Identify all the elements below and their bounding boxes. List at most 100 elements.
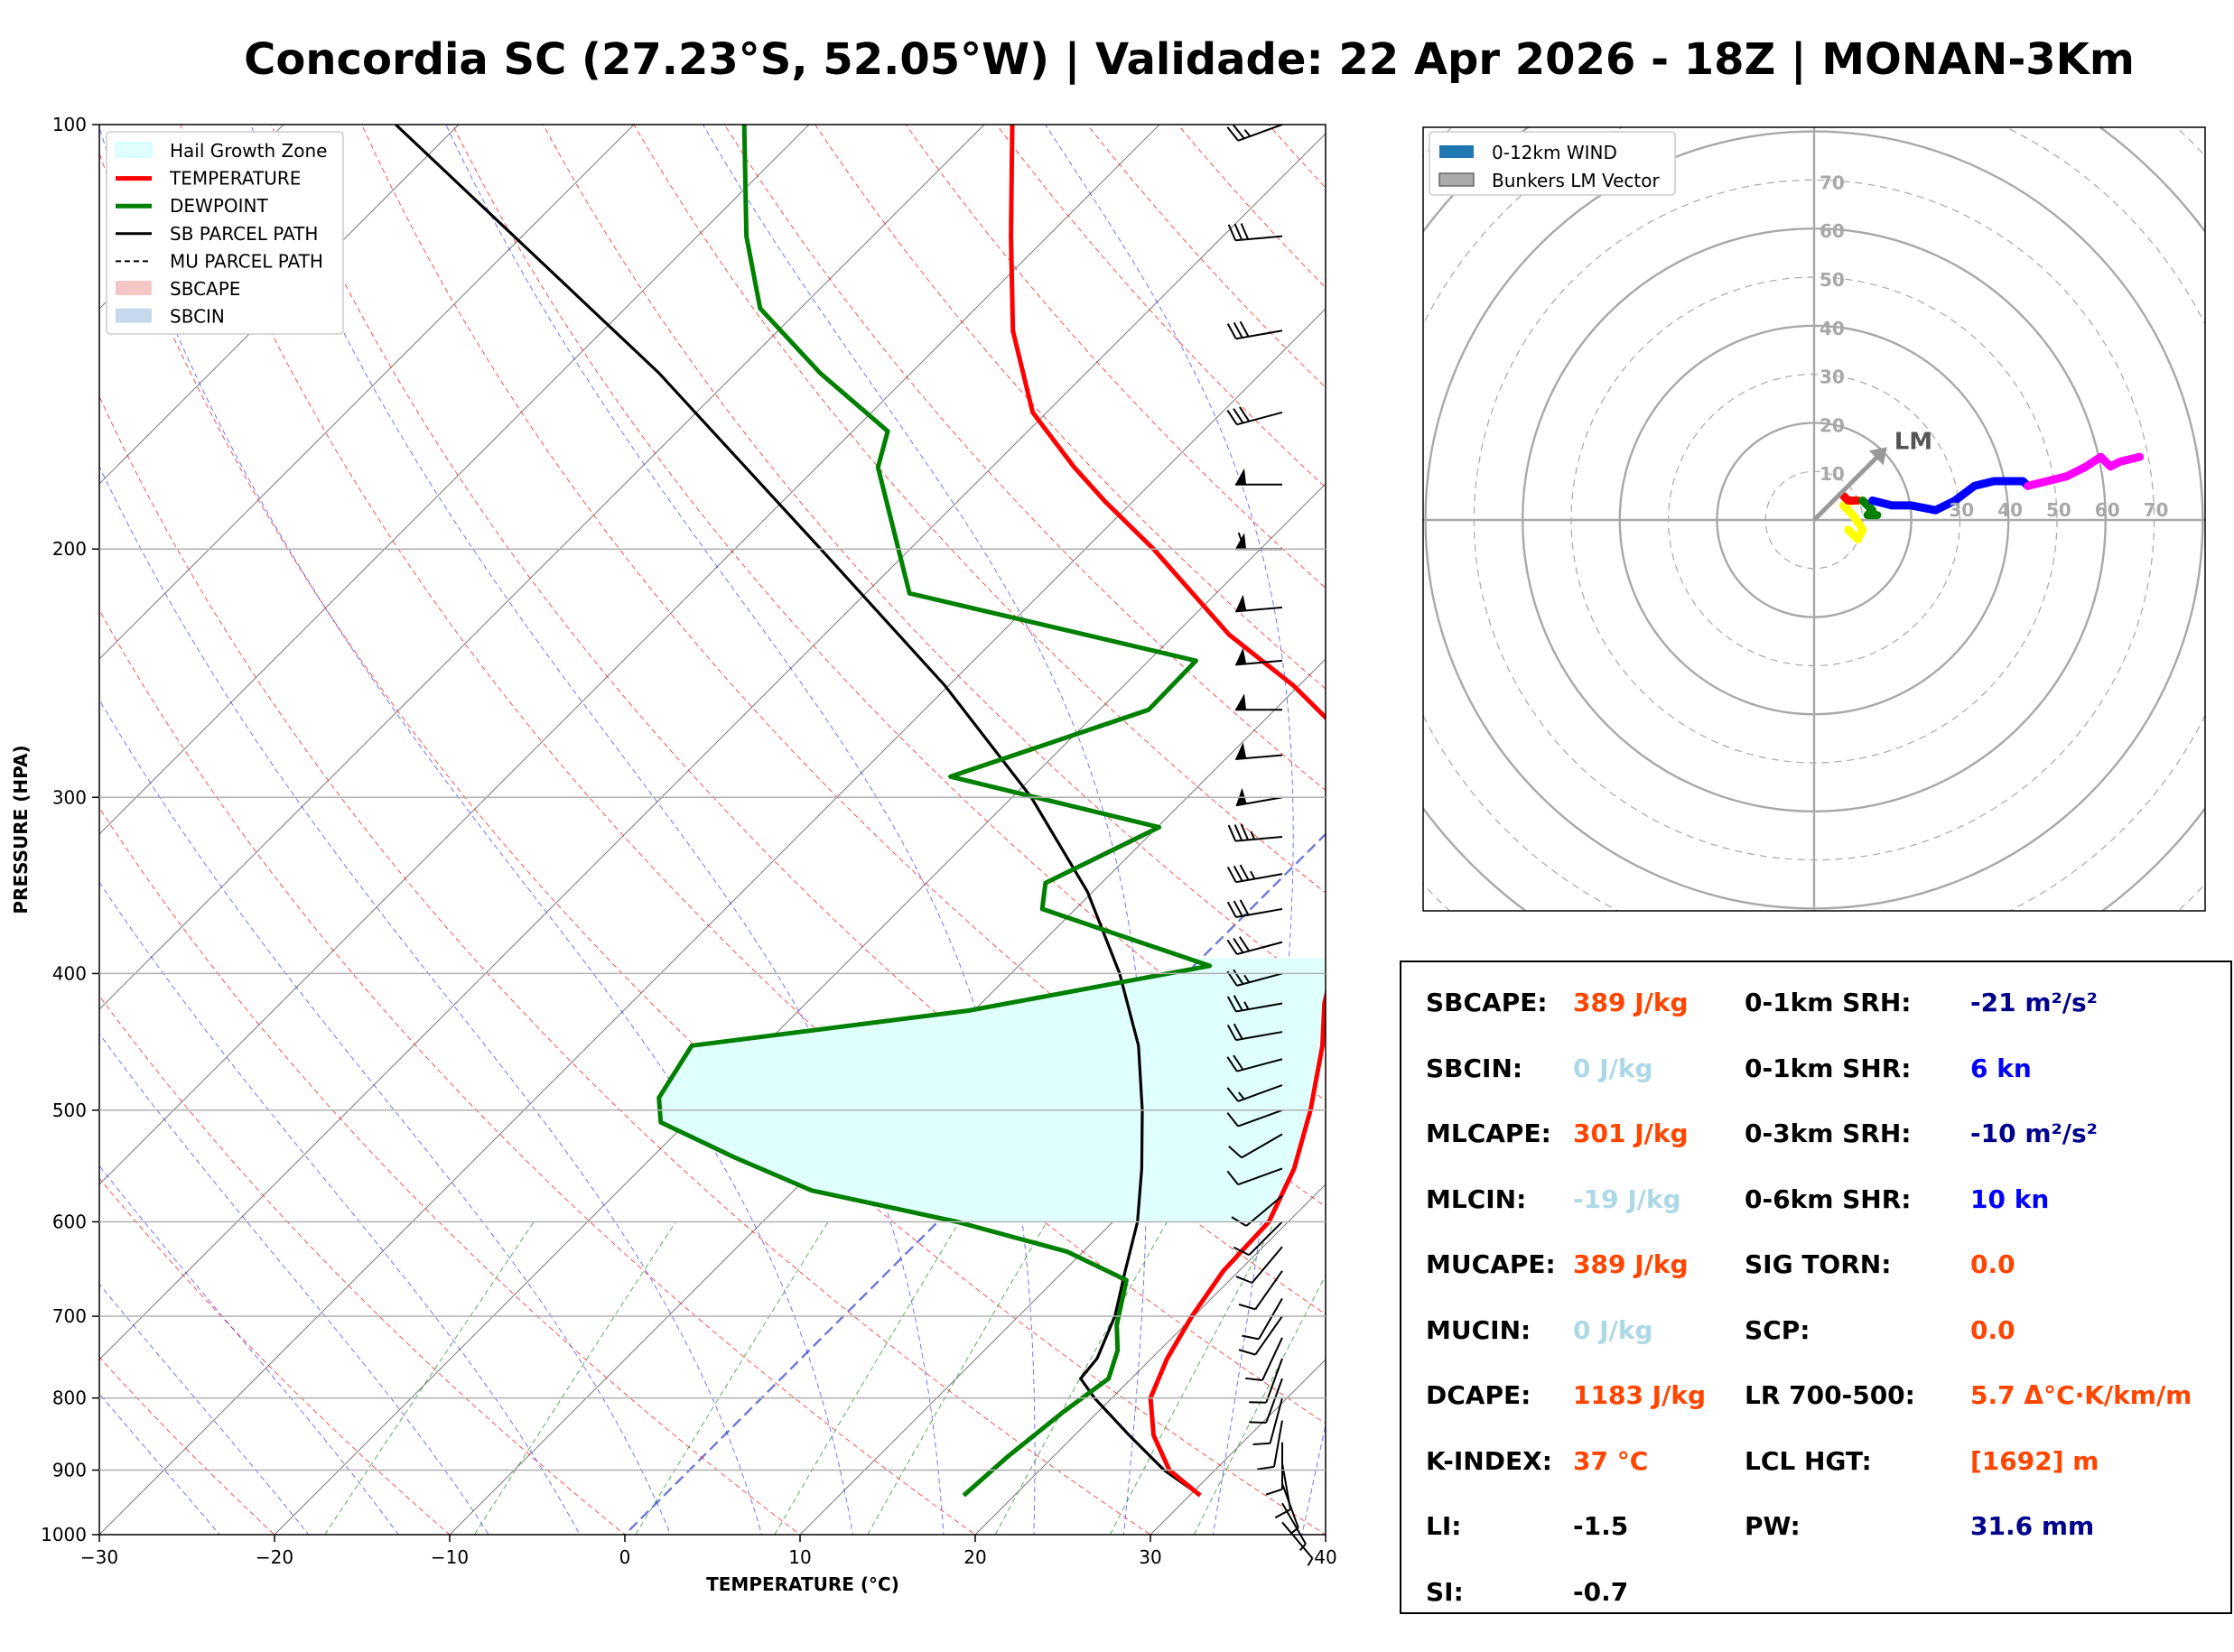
wind-barb — [1245, 1337, 1283, 1381]
wind-barb — [1226, 936, 1283, 956]
hodo-plot-area — [1231, 0, 2234, 1103]
y-tick-label: 900 — [52, 1460, 87, 1481]
x-axis-label: TEMPERATURE (°C) — [706, 1573, 899, 1595]
wind-barb — [1235, 1246, 1283, 1284]
hodo-wind-segment — [1868, 477, 2033, 515]
wind-barb — [1235, 693, 1282, 711]
mixing-ratio-line — [1193, 1274, 1326, 1535]
hodo-ring-label: 40 — [1820, 318, 1845, 339]
hodo-ring-label: 60 — [1820, 220, 1845, 242]
x-tick-label: 20 — [963, 1546, 986, 1568]
wind-barb — [1227, 223, 1283, 242]
param-value: 301 J/kg — [1573, 1118, 1689, 1148]
param-label: MLCIN: — [1426, 1183, 1527, 1214]
legend-label: Bunkers LM Vector — [1492, 170, 1661, 191]
isotherm — [99, 125, 810, 835]
wind-barb — [1226, 320, 1283, 340]
wind-barb — [1233, 1220, 1283, 1257]
isotherm — [274, 483, 1326, 1535]
dry-adiabat — [99, 1356, 275, 1535]
param-label: PW: — [1745, 1511, 1801, 1541]
parameters-panel: SBCAPE: 389 J/kg SBCIN: 0 J/kg MLCAPE: 301 J/… — [1400, 961, 2232, 1614]
isotherm — [99, 125, 985, 1010]
isotherm — [799, 1008, 1326, 1535]
param-label: MLCAPE: — [1426, 1118, 1551, 1148]
param-label: LI: — [1426, 1511, 1462, 1541]
isotherm — [99, 308, 1326, 1535]
skewt-legend: Hail Growth Zone TEMPERATURE DEWPOINT SB PA… — [106, 131, 344, 335]
wind-barb — [1227, 823, 1283, 842]
hodo-ring-label: 30 — [1820, 367, 1845, 388]
hodo-wind-segment — [1858, 497, 1882, 520]
legend-swatch — [115, 142, 153, 158]
hodo-ring — [1231, 0, 2234, 1103]
hodo-x-label: 60 — [2095, 499, 2120, 521]
lm-label: LM — [1894, 428, 1932, 455]
dry-adiabat — [99, 1177, 451, 1535]
moist-adiabat — [703, 125, 1148, 1535]
dry-adiabat — [99, 609, 976, 1535]
wind-barb — [1226, 1167, 1283, 1186]
x-tick-label: 10 — [788, 1546, 811, 1568]
y-tick-label: 100 — [52, 114, 87, 135]
param-label: K-INDEX: — [1426, 1445, 1552, 1476]
legend-swatch — [1438, 172, 1475, 187]
moist-adiabat — [1301, 1423, 1326, 1535]
param-value: 31.6 mm — [1970, 1511, 2095, 1541]
y-axis-label: PRESSURE (HPA) — [10, 745, 32, 914]
y-tick-label: 300 — [52, 786, 87, 808]
dry-adiabat — [542, 125, 1326, 998]
hodo-x-label: 40 — [1997, 499, 2023, 521]
chart-title: Concordia SC (27.23°S, 52.05°W) | Valida… — [244, 34, 2135, 85]
hail-growth-zone-fill — [658, 958, 1326, 1222]
param-label: SBCIN: — [1426, 1053, 1523, 1083]
param-value: 0.0 — [1970, 1314, 2015, 1345]
param-value: [1692] m — [1970, 1445, 2099, 1476]
isotherm — [449, 658, 1326, 1535]
param-label: DCAPE: — [1426, 1380, 1531, 1410]
dry-adiabat — [361, 125, 1326, 1208]
wind-barb — [1226, 124, 1283, 142]
y-tick-label: 700 — [52, 1305, 87, 1327]
moist-adiabat — [99, 125, 853, 1535]
mixing-ratio-line — [635, 1221, 829, 1535]
wind-barb — [1238, 1315, 1283, 1356]
y-tick-label: 800 — [52, 1387, 87, 1409]
hodo-frame — [1422, 126, 2206, 912]
x-tick-label: −30 — [80, 1546, 118, 1568]
moist-adiabat — [99, 1283, 310, 1535]
param-label: SI: — [1426, 1576, 1464, 1607]
param-label: 0-6km SHR: — [1745, 1183, 1912, 1214]
isotherm — [99, 125, 1160, 1185]
param-value: -19 J/kg — [1573, 1183, 1681, 1214]
legend-swatch — [116, 281, 152, 295]
wind-barb — [1228, 1133, 1283, 1159]
hodo-wind-segment — [1838, 491, 1862, 505]
param-value: 10 kn — [1970, 1183, 2050, 1214]
param-label: 0-1km SHR: — [1745, 1053, 1912, 1083]
legend-label: SBCIN — [170, 306, 225, 328]
param-value: 37 °C — [1573, 1445, 1649, 1476]
hodo-ring-label: 50 — [1820, 269, 1845, 291]
legend-label: 0-12km WIND — [1492, 142, 1617, 163]
legend-label: TEMPERATURE — [169, 168, 301, 190]
param-value: 389 J/kg — [1573, 1249, 1689, 1279]
param-label: 0-1km SRH: — [1745, 988, 1912, 1017]
hodo-legend: 0-12km WIND Bunkers LM Vector — [1429, 131, 1676, 196]
param-value: -10 m²/s² — [1970, 1118, 2098, 1148]
bunkers-lm-arrowhead — [1868, 447, 1887, 466]
legend-swatch — [1439, 145, 1474, 158]
param-value: 0 J/kg — [1573, 1314, 1653, 1345]
plot-frame — [98, 124, 1326, 1536]
y-tick-label: 200 — [52, 538, 87, 560]
wind-barb — [1226, 1054, 1283, 1072]
hodo-ring-label: 20 — [1820, 414, 1845, 436]
param-value: 389 J/kg — [1573, 988, 1689, 1017]
wind-barb — [1235, 594, 1283, 613]
dry-adiabat — [99, 806, 801, 1535]
y-tick-label: 500 — [52, 1100, 87, 1121]
param-label: SIG TORN: — [1745, 1249, 1892, 1279]
moist-adiabat — [99, 465, 763, 1535]
param-value: -21 m²/s² — [1970, 988, 2098, 1017]
hodo-x-label: 30 — [1949, 499, 1974, 521]
